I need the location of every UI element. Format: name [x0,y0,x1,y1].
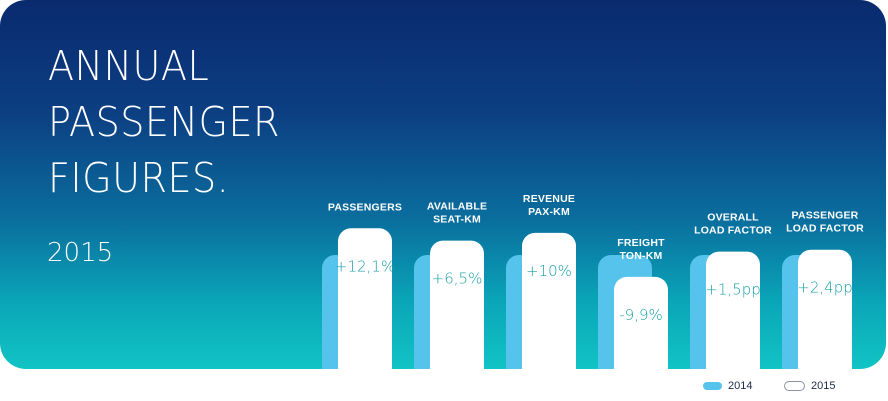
legend-item-2015: 2015 [784,380,835,392]
bar-2015-3 [614,276,668,369]
chart-title: ANNUAL PASSENGER FIGURES. [48,38,280,206]
bar-2015-0 [338,228,392,369]
value-label-5: +2,4pp [797,279,852,297]
category-label-3-1: TON-KM [619,250,662,262]
category-label-2-1: PAX-KM [528,206,570,218]
legend: 2014 2015 [0,372,888,401]
value-label-4: +1,5pp [705,281,760,299]
legend-swatch-2015 [784,381,805,391]
category-label-4-0: OVERALL [707,212,759,224]
title-line-2: PASSENGER [48,98,280,146]
bar-2015-4 [706,251,760,369]
category-label-4-1: LOAD FACTOR [694,225,772,237]
value-label-1: +6,5% [432,270,483,288]
bar-2015-1 [430,240,484,369]
category-label-1-0: AVAILABLE [427,201,487,213]
category-label-2-0: REVENUE [523,193,575,205]
legend-label-2015: 2015 [811,380,836,392]
bar-2015-5 [798,249,852,369]
bar-2015-2 [522,232,576,369]
legend-swatch-2014 [703,382,722,390]
year-label: 2015 [47,238,114,268]
legend-item-2014: 2014 [703,380,752,392]
category-label-5-0: PASSENGER [792,210,859,222]
category-label-1-1: SEAT-KM [433,214,481,226]
category-label-0-0: PASSENGERS [328,201,402,213]
value-label-3: -9,9% [619,306,663,324]
title-line-1: ANNUAL [48,42,210,90]
value-label-2: +10% [526,262,572,280]
value-label-0: +12,1% [335,257,395,275]
category-label-5-1: LOAD FACTOR [786,223,864,235]
category-label-3-0: FREIGHT [617,237,665,249]
title-line-3: FIGURES. [48,154,230,202]
chart-panel: ANNUAL PASSENGER FIGURES. 2015 +12,1% PAS… [0,0,886,369]
legend-label-2014: 2014 [728,380,753,392]
